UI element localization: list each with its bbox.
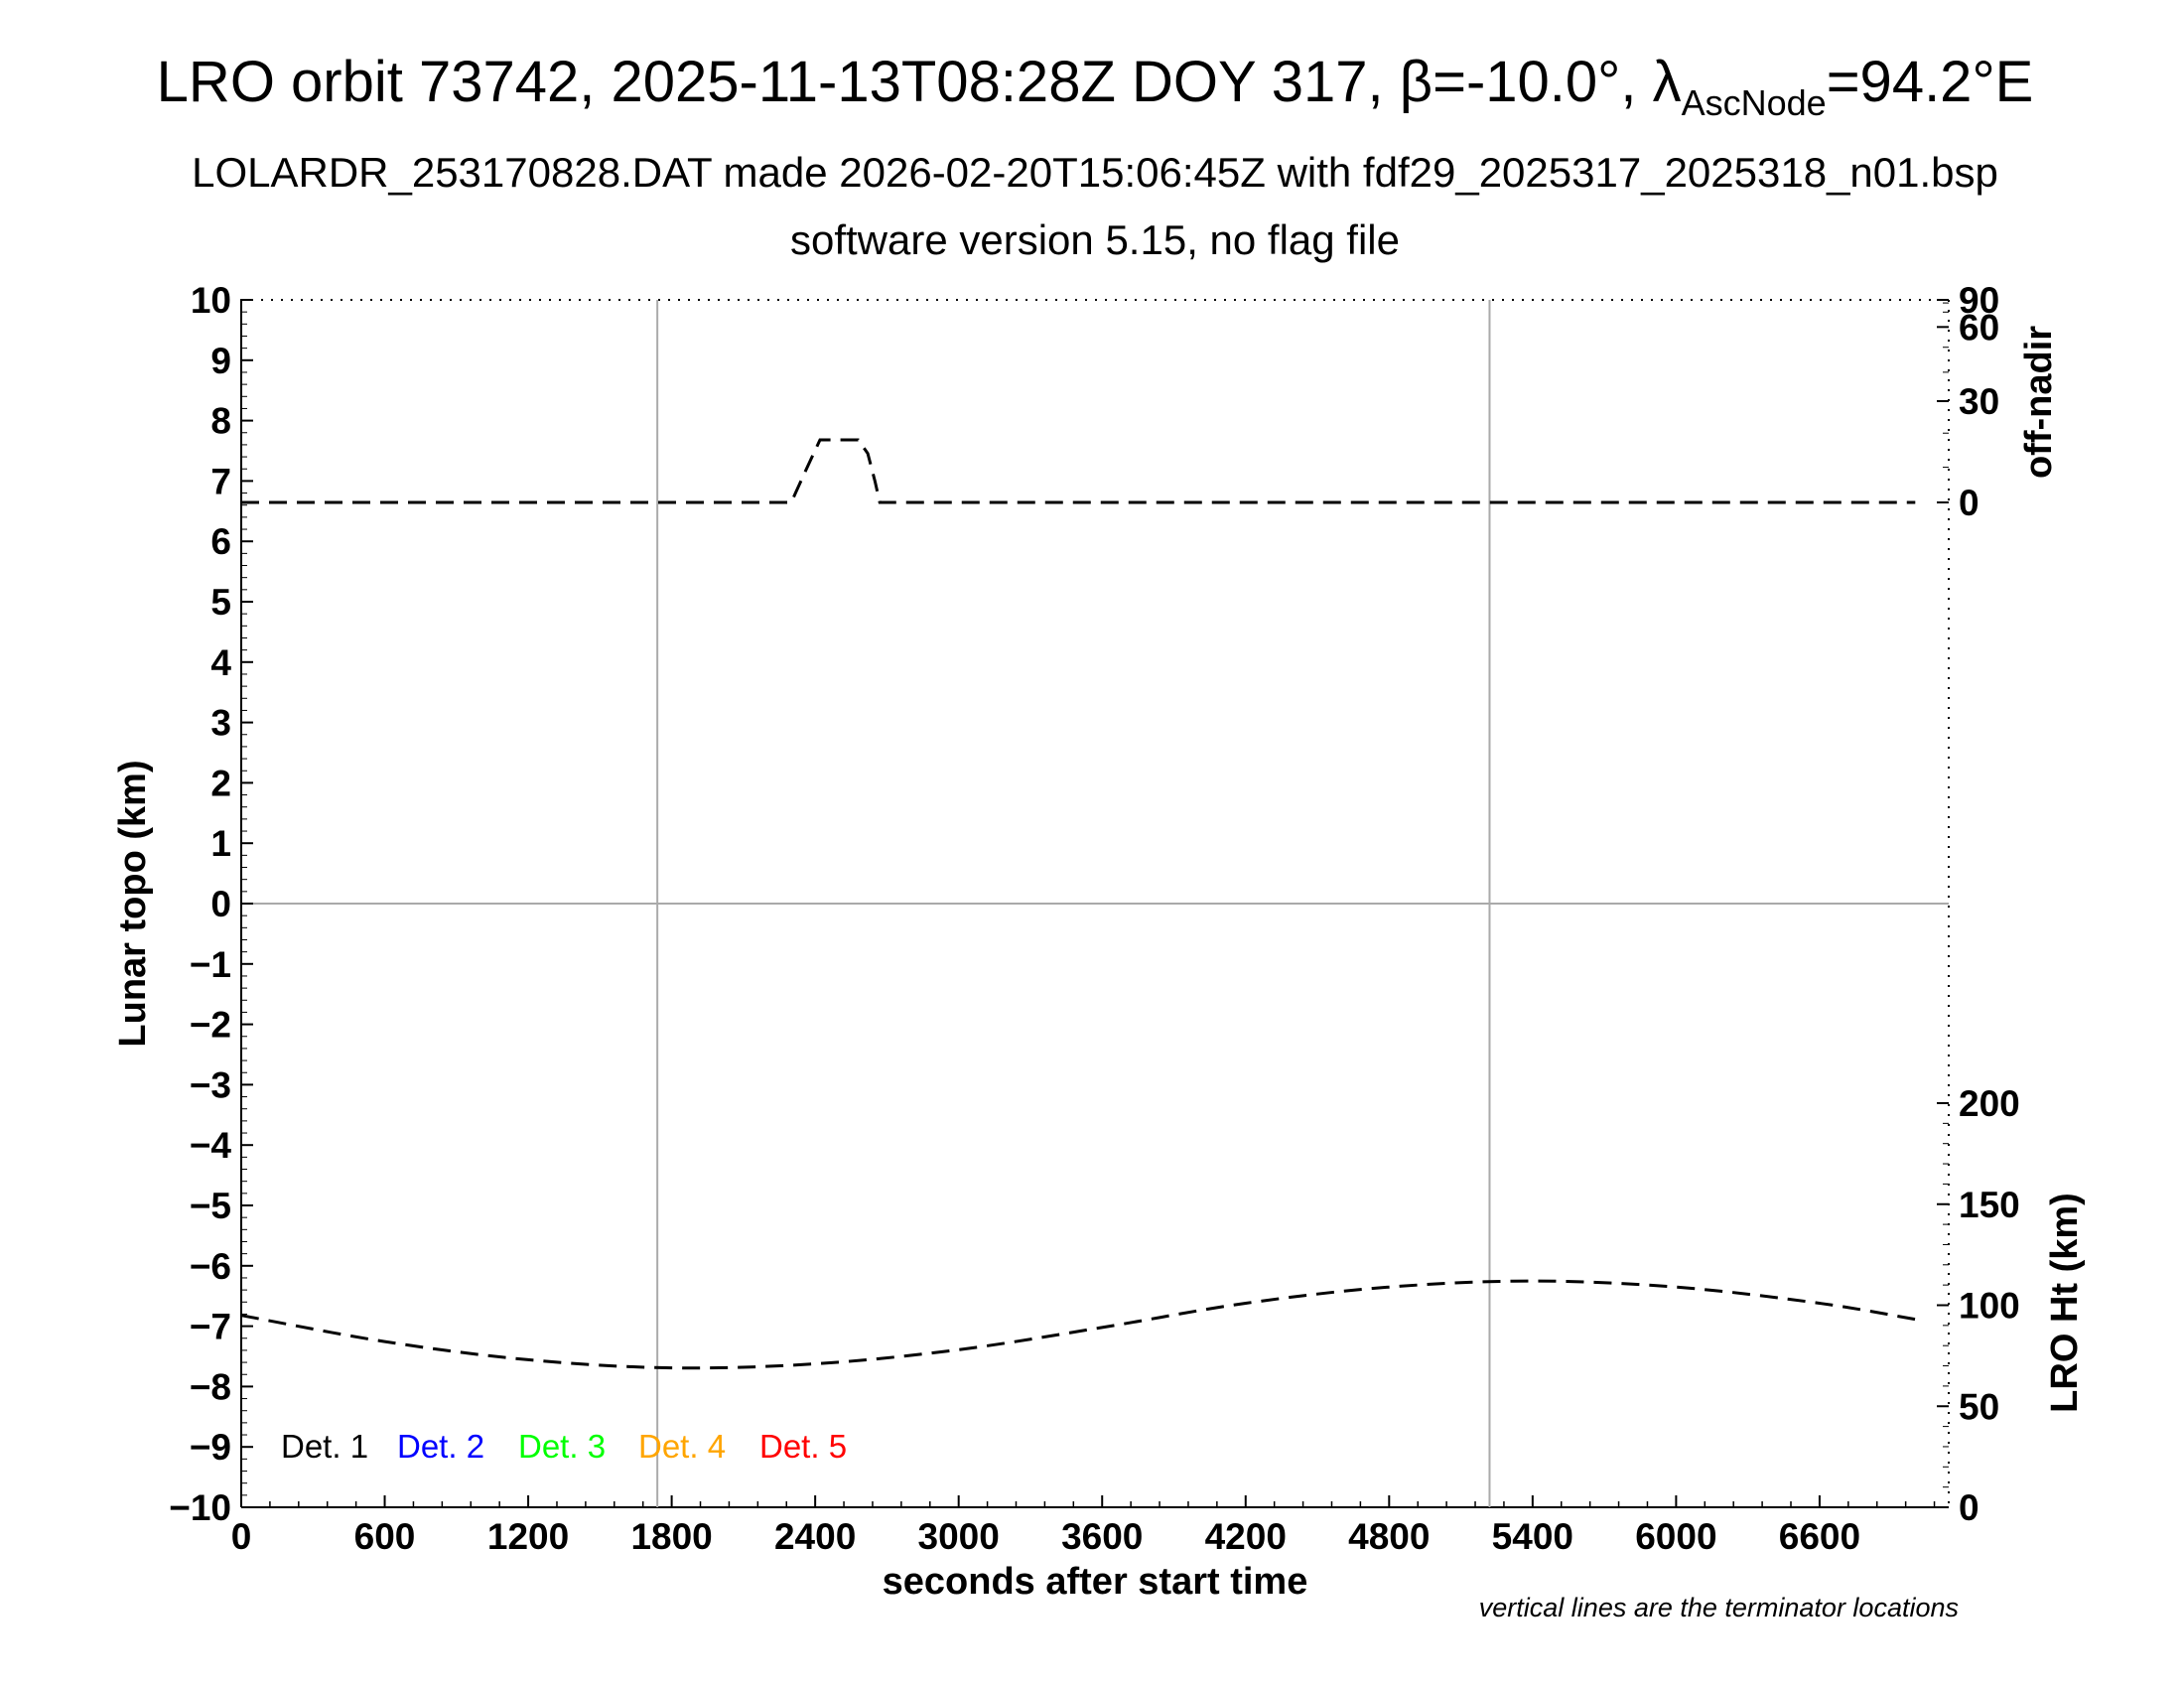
chart-title: LRO orbit 73742, 2025-11-13T08:28Z DOY 3… [157, 50, 2034, 123]
y-left-tick-label-0: 0 [210, 884, 231, 924]
y-left-tick-label-5: 5 [210, 582, 231, 623]
x-tick-label-2400: 2400 [774, 1516, 856, 1557]
legend-det-4: Det. 4 [638, 1428, 726, 1465]
grid-layer [241, 300, 1949, 1507]
y-right-bottom-tick-label-200: 200 [1959, 1083, 2020, 1124]
legend-det-1: Det. 1 [281, 1428, 368, 1465]
y-axis-label-right-bottom: LRO Ht (km) [2044, 1193, 2086, 1413]
y-left-tick-label-1: 1 [210, 823, 231, 864]
legend-det-5: Det. 5 [759, 1428, 847, 1465]
plot-frame [240, 299, 1950, 1508]
y-right-top-tick-label-90: 90 [1959, 280, 1999, 321]
x-tick-label-4200: 4200 [1205, 1516, 1287, 1557]
y-left-tick-label-8: 8 [210, 401, 231, 442]
lro-height-line [240, 1279, 1916, 1370]
y-right-bottom-tick-label-0: 0 [1959, 1487, 1979, 1528]
x-tick-label-3600: 3600 [1061, 1516, 1143, 1557]
y-left-tick-label-10: 10 [191, 280, 231, 321]
y-right-top-tick-label-30: 30 [1959, 381, 1999, 422]
x-tick-label-3000: 3000 [918, 1516, 1000, 1557]
series-layer [240, 438, 1916, 1370]
x-axis-label: seconds after start time [883, 1561, 1308, 1603]
terminator-footnote: vertical lines are the terminator locati… [1479, 1593, 1959, 1622]
y-right-bottom-tick-label-100: 100 [1959, 1286, 2020, 1327]
y-right-bottom-tick-label-50: 50 [1959, 1386, 1999, 1427]
x-tick-label-6000: 6000 [1635, 1516, 1716, 1557]
x-tick-label-5400: 5400 [1492, 1516, 1573, 1557]
chart-subtitle-file: LOLARDR_253170828.DAT made 2026-02-20T15… [192, 149, 1998, 196]
off-nadir-line [241, 438, 1916, 504]
y-left-tick-label--4: −4 [190, 1125, 232, 1166]
y-left-tick-label--2: −2 [190, 1005, 231, 1046]
y-left-tick-label-6: 6 [210, 521, 231, 562]
x-tick-label-600: 600 [354, 1516, 416, 1557]
y-left-tick-label-3: 3 [210, 703, 231, 744]
y-left-tick-label--9: −9 [190, 1427, 231, 1468]
y-left-tick-label--5: −5 [190, 1186, 231, 1226]
x-tick-label-4800: 4800 [1348, 1516, 1430, 1557]
legend: Det. 1 Det. 2 Det. 3 Det. 4 Det. 5 [281, 1428, 847, 1465]
chart-subtitle-version: software version 5.15, no flag file [790, 216, 1400, 263]
legend-det-3: Det. 3 [518, 1428, 606, 1465]
x-tick-label-1800: 1800 [630, 1516, 712, 1557]
y-left-tick-label--8: −8 [190, 1366, 231, 1407]
y-left-tick-label-4: 4 [210, 642, 231, 683]
y-left-tick-label--10: −10 [169, 1487, 231, 1528]
y-right-bottom-tick-label-150: 150 [1959, 1185, 2020, 1225]
tick-layer: 0 600 1200 1800 2400 3000 3600 4200 4800 5400 6000… [169, 280, 2020, 1557]
x-tick-label-6600: 6600 [1779, 1516, 1860, 1557]
y-left-tick-label--1: −1 [190, 944, 231, 985]
y-axis-label-right-top: off-nadir [2018, 326, 2060, 479]
y-right-top-tick-label-60: 60 [1959, 307, 1999, 348]
y-left-tick-label--7: −7 [190, 1307, 231, 1347]
y-left-tick-label-9: 9 [210, 341, 231, 381]
legend-det-2: Det. 2 [397, 1428, 484, 1465]
y-right-top-tick-label-0: 0 [1959, 483, 1979, 523]
x-tick-label-0: 0 [231, 1516, 252, 1557]
y-axis-label-left: Lunar topo (km) [112, 760, 154, 1047]
y-left-tick-label--3: −3 [190, 1064, 231, 1105]
y-left-tick-label-7: 7 [210, 461, 231, 501]
x-tick-label-1200: 1200 [487, 1516, 569, 1557]
y-left-tick-label--6: −6 [190, 1246, 231, 1287]
y-left-tick-label-2: 2 [210, 763, 231, 803]
